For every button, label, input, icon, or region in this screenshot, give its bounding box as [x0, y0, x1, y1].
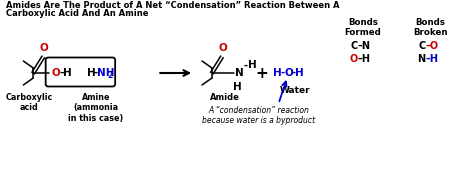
Text: 2: 2	[108, 71, 113, 80]
Text: Bonds
Broken: Bonds Broken	[413, 18, 447, 37]
Text: O: O	[40, 43, 48, 53]
Text: H: H	[273, 68, 282, 78]
Text: Amide: Amide	[210, 93, 240, 102]
Text: H: H	[63, 68, 72, 78]
Text: +: +	[255, 65, 268, 80]
Text: NH: NH	[97, 68, 114, 78]
Text: Amides Are The Product of A Net “Condensation” Reaction Between A: Amides Are The Product of A Net “Condens…	[7, 1, 340, 10]
Text: A “condensation” reaction
because water is a byproduct: A “condensation” reaction because water …	[202, 106, 315, 125]
Text: H: H	[233, 82, 242, 92]
Text: -: -	[281, 68, 285, 78]
Text: –H: –H	[425, 54, 438, 64]
Text: –H: –H	[358, 54, 371, 64]
Text: Water: Water	[280, 86, 310, 95]
Text: N: N	[235, 68, 244, 78]
Text: -: -	[59, 68, 64, 78]
Text: Amine
(ammonia
in this case): Amine (ammonia in this case)	[68, 93, 123, 123]
Text: H: H	[248, 60, 256, 70]
Text: H: H	[87, 68, 96, 78]
Text: -: -	[94, 68, 98, 78]
Text: H: H	[295, 68, 304, 78]
Text: O: O	[51, 68, 60, 78]
Text: C: C	[418, 41, 425, 51]
Text: O: O	[350, 54, 358, 64]
Text: -: -	[244, 61, 248, 71]
Text: –O: –O	[425, 41, 438, 51]
Text: O: O	[219, 43, 227, 53]
Text: –N: –N	[358, 41, 371, 51]
Text: C: C	[351, 41, 358, 51]
Text: O: O	[284, 68, 293, 78]
Text: Carboxylic Acid And An Amine: Carboxylic Acid And An Amine	[7, 9, 149, 18]
Text: N: N	[417, 54, 425, 64]
Text: -: -	[292, 68, 296, 78]
Text: Carboxylic
acid: Carboxylic acid	[6, 93, 53, 112]
Text: Bonds
Formed: Bonds Formed	[345, 18, 381, 37]
